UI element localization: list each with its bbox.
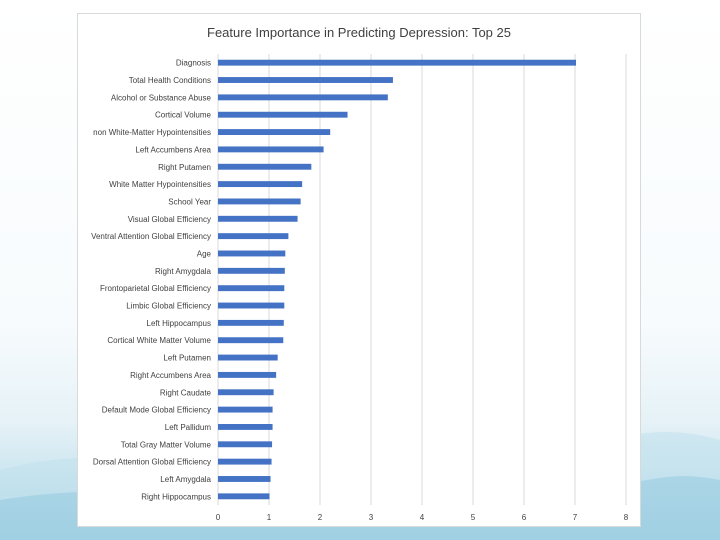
category-label: Total Gray Matter Volume xyxy=(121,440,212,449)
bar-left-amygdala xyxy=(218,476,271,482)
category-label: Frontoparietal Global Efficiency xyxy=(100,284,211,293)
bar-white-matter-hypointensities xyxy=(218,181,303,188)
category-label: Alcohol or Substance Abuse xyxy=(111,93,212,102)
x-tick-label: 6 xyxy=(522,513,527,522)
x-tick-label: 8 xyxy=(624,513,629,522)
category-label: Cortical Volume xyxy=(155,111,212,120)
x-tick-label: 7 xyxy=(573,513,578,522)
bar-total-health-conditions xyxy=(218,77,393,83)
bar-age xyxy=(218,250,286,257)
bar-visual-global-efficiency xyxy=(218,215,298,222)
category-label: Right Amygdala xyxy=(155,267,212,276)
category-label: Right Accumbens Area xyxy=(130,371,211,380)
category-label: Ventral Attention Global Efficiency xyxy=(91,232,211,241)
category-label: Left Accumbens Area xyxy=(135,145,211,154)
chart-title: Feature Importance in Predicting Depress… xyxy=(207,25,511,40)
category-label: non White-Matter Hypointensities xyxy=(93,128,211,137)
bar-left-hippocampus xyxy=(218,319,284,326)
category-label: Right Putamen xyxy=(158,163,211,172)
x-tick-label: 3 xyxy=(369,513,374,522)
bar-cortical-white-matter-volume xyxy=(218,337,284,344)
category-labels: Diagnosis Total Health Conditions Alcohol … xyxy=(91,59,211,502)
category-label: Left Hippocampus xyxy=(147,319,211,328)
bars xyxy=(218,59,577,500)
bar-frontoparietal-global-efficiency xyxy=(218,285,285,292)
category-label: Limbic Global Efficiency xyxy=(126,302,211,311)
category-label: Left Putamen xyxy=(163,354,211,363)
x-tick-label: 2 xyxy=(318,513,323,522)
category-label: White Matter Hypointensities xyxy=(109,180,211,189)
category-label: Left Amygdala xyxy=(160,475,211,484)
bar-non-white-matter-hypointensities xyxy=(218,129,331,136)
gridlines xyxy=(217,54,627,505)
category-label: School Year xyxy=(168,197,211,206)
category-label: Right Hippocampus xyxy=(141,492,211,501)
x-tick-label: 0 xyxy=(216,513,221,522)
bar-right-amygdala xyxy=(218,267,285,274)
bar-right-hippocampus xyxy=(218,493,270,500)
bar-cortical-volume xyxy=(218,111,348,118)
bar-school-year xyxy=(218,198,301,205)
x-tick-label: 5 xyxy=(471,513,476,522)
bar-alcohol-or-substance-abuse xyxy=(218,94,388,101)
bar-right-accumbens-area xyxy=(218,371,277,378)
bar-right-caudate xyxy=(218,389,274,396)
x-tick-labels: 0 1 2 3 4 5 6 7 8 xyxy=(216,513,629,522)
bar-ventral-attention-global-efficiency xyxy=(218,233,289,240)
bar-right-putamen xyxy=(218,163,312,170)
bar-dorsal-attention-global-efficiency xyxy=(218,458,272,465)
category-label: Age xyxy=(197,249,212,258)
bar-left-pallidum xyxy=(218,423,273,430)
bar-left-accumbens-area xyxy=(218,146,324,153)
bar-total-gray-matter-volume xyxy=(218,441,273,448)
bar-left-putamen xyxy=(218,354,278,361)
x-tick-label: 1 xyxy=(267,513,272,522)
chart-area: Feature Importance in Predicting Depress… xyxy=(77,13,641,527)
category-label: Cortical White Matter Volume xyxy=(107,336,211,345)
category-label: Total Health Conditions xyxy=(129,76,211,85)
bar-diagnosis xyxy=(218,59,577,66)
x-tick-label: 4 xyxy=(420,513,425,522)
category-label: Left Pallidum xyxy=(165,423,212,432)
category-label: Right Caudate xyxy=(160,388,212,397)
category-label: Dorsal Attention Global Efficiency xyxy=(93,458,211,467)
category-label: Visual Global Efficiency xyxy=(128,215,211,224)
category-label: Default Mode Global Efficiency xyxy=(102,406,211,415)
bar-chart-plot: Diagnosis Total Health Conditions Alcohol … xyxy=(91,54,629,522)
bar-default-mode-global-efficiency xyxy=(218,406,273,413)
bar-limbic-global-efficiency xyxy=(218,302,285,309)
category-label: Diagnosis xyxy=(176,59,211,68)
